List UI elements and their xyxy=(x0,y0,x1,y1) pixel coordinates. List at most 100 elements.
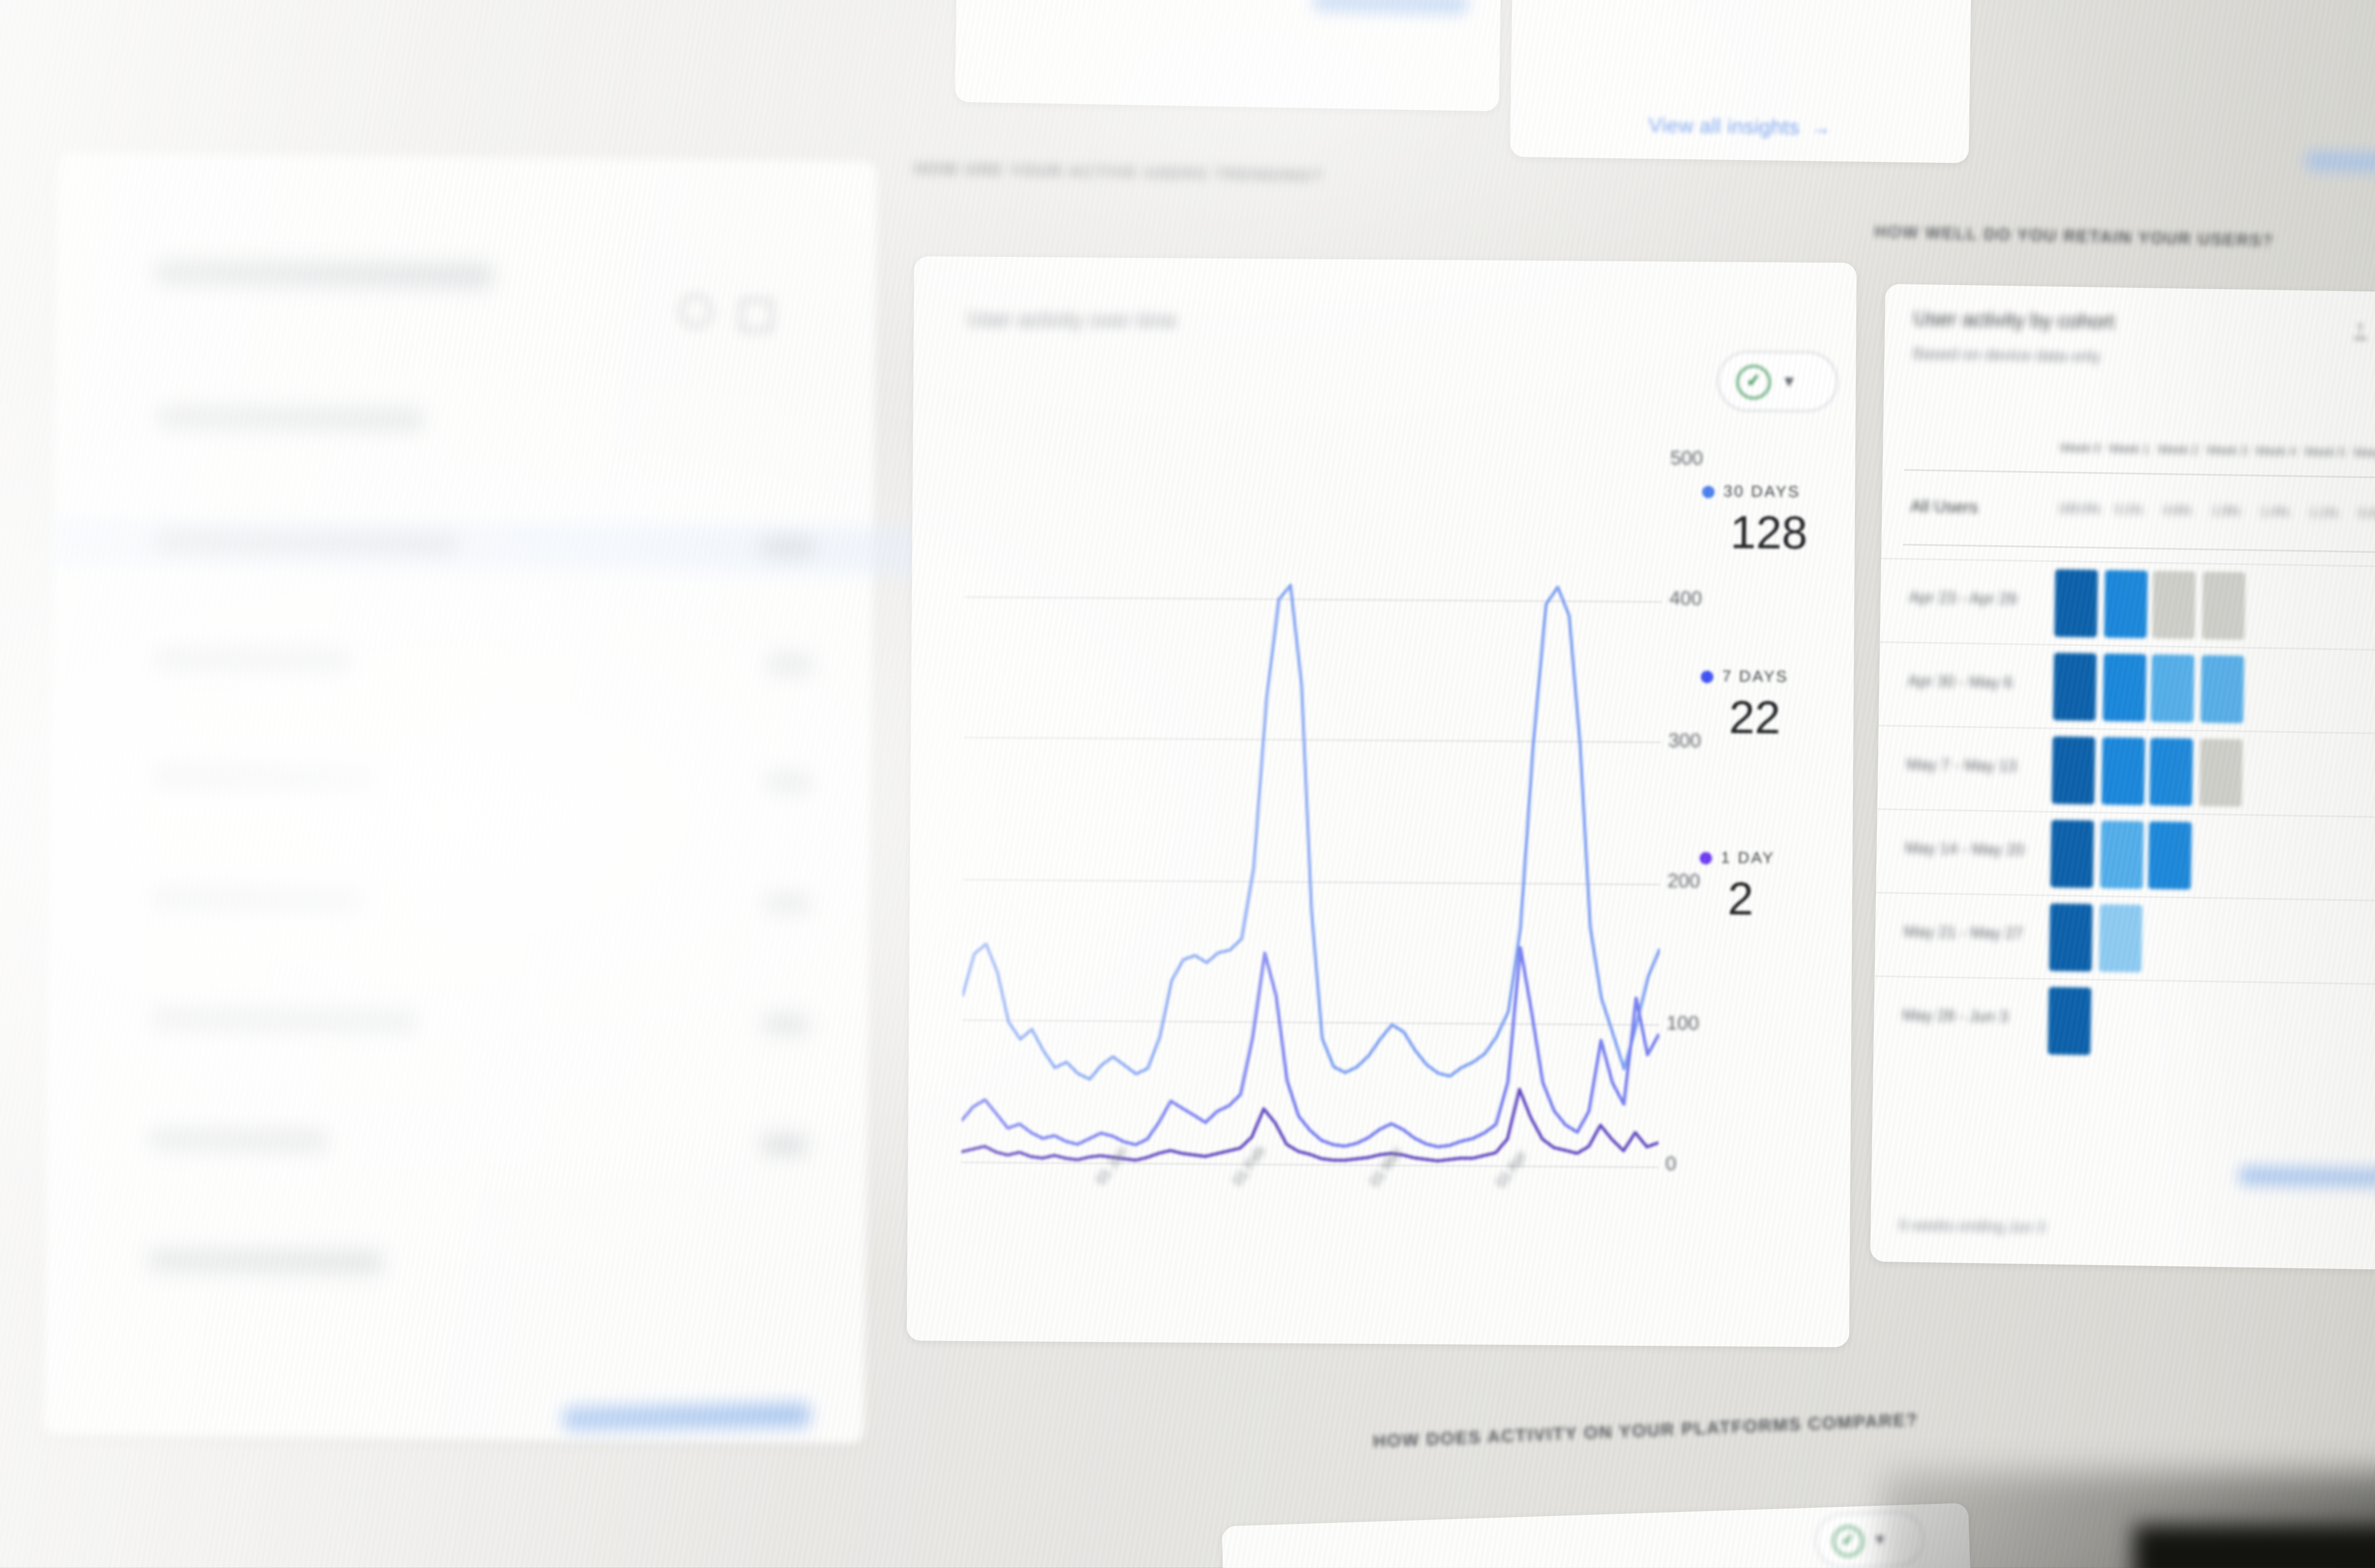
cohort-row: May 28 - Jun 3 xyxy=(1873,975,2375,1067)
check-circle-icon: ✓ xyxy=(1736,364,1771,398)
blurred-row xyxy=(152,886,362,911)
y-axis-tick: 400 xyxy=(1669,588,1702,611)
blurred-panel-title xyxy=(154,260,493,289)
cohort-retention-link[interactable] xyxy=(2237,1166,2375,1188)
cohort-row: Apr 30 - May 6 xyxy=(1878,641,2375,733)
line-chart-plot xyxy=(961,456,1663,1168)
metric-value: 22 xyxy=(1729,690,1781,744)
series-line-7-days xyxy=(961,946,1661,1149)
all-users-value: 3.1% xyxy=(2114,504,2143,518)
blurred-value xyxy=(762,1013,809,1035)
blurred-row xyxy=(155,530,458,557)
cohort-cell-light xyxy=(2099,821,2143,889)
metric-1-day: 1 DAY 2 xyxy=(1699,849,1852,928)
all-users-value: 100.0% xyxy=(2058,503,2101,517)
cohort-cell-pale xyxy=(2098,904,2142,973)
cohort-rows: Apr 23 - Apr 29 Apr 30 - May 6 May 7 - May… xyxy=(1873,557,2375,1067)
section-heading-platforms: HOW DOES ACTIVITY ON YOUR PLATFORMS COMP… xyxy=(1372,1411,1919,1453)
y-axis-tick: 500 xyxy=(1670,448,1703,470)
arrow-right-icon: → xyxy=(1810,118,1832,140)
more-options-icon[interactable] xyxy=(739,298,774,332)
cohort-cell-dark xyxy=(2050,820,2094,888)
cohort-subtitle: Based on device data only xyxy=(1912,344,2101,366)
blurred-row xyxy=(153,765,376,791)
cohort-row-label: May 7 - May 13 xyxy=(1906,755,2017,775)
legend-dot-30days xyxy=(1702,485,1715,498)
blurred-row xyxy=(149,1127,327,1152)
cohort-row-label: May 21 - May 27 xyxy=(1903,922,2024,942)
user-activity-card: User activity over time ✓ ▼ 500 400 300 … xyxy=(906,256,1857,1348)
metric-value: 128 xyxy=(1730,505,1808,559)
cohort-cell-gray xyxy=(2198,738,2242,807)
metric-label: 1 DAY xyxy=(1720,848,1775,867)
share-icon[interactable]: ↑ xyxy=(2353,318,2367,340)
series-line-30-days xyxy=(961,584,1662,1081)
week-header: Week 1 xyxy=(2109,444,2150,457)
week-header: Week 4 xyxy=(2255,446,2297,460)
cohort-row: Apr 23 - Apr 29 xyxy=(1880,557,2375,650)
cohort-cell-dark xyxy=(2047,987,2091,1055)
keyboard-blur-dark xyxy=(2134,1525,2375,1568)
cohort-cell-medium xyxy=(2148,821,2192,890)
cohort-row-label: Apr 30 - May 6 xyxy=(1907,671,2013,691)
blurred-value xyxy=(764,771,811,793)
y-axis-tick: 100 xyxy=(1666,1013,1700,1035)
cohort-cell-medium xyxy=(2103,570,2147,638)
platforms-card-partial: ✓ ▼ xyxy=(1221,1502,1972,1568)
week-header: Week 0 xyxy=(2060,443,2101,456)
cohort-cell-dark xyxy=(2052,736,2096,805)
metric-value: 2 xyxy=(1727,871,1754,926)
cohort-row-label: May 28 - Jun 3 xyxy=(1902,1006,2009,1026)
section-heading-retain: HOW WELL DO YOU RETAIN YOUR USERS? xyxy=(1874,223,2274,252)
week-header: Week 2 xyxy=(2157,444,2199,458)
cohort-cell-medium xyxy=(2149,737,2194,806)
all-users-value: 0.4% xyxy=(2358,508,2375,521)
blurred-row xyxy=(150,1006,418,1033)
cohort-cell-light xyxy=(2150,654,2194,723)
cohort-row-label: Apr 23 - Apr 29 xyxy=(1909,588,2017,608)
metric-30-days: 30 DAYS 128 xyxy=(1701,482,1855,561)
blurred-section-link[interactable] xyxy=(2304,151,2375,175)
all-users-row: All Users 100.0% 3.1% 4.6% 1.9% 1.4% 1.1% 0.4% xyxy=(1881,483,2375,548)
all-users-value: 4.6% xyxy=(2163,505,2192,518)
all-users-label: All Users xyxy=(1910,497,1978,519)
legend-dot-1day xyxy=(1699,851,1712,864)
all-users-value: 1.9% xyxy=(2212,506,2241,519)
series-line-1-day xyxy=(961,1087,1659,1163)
chevron-down-icon[interactable]: ▼ xyxy=(1781,372,1797,391)
week-header: Week 6 xyxy=(2353,447,2375,461)
cohort-row-label: May 14 - May 20 xyxy=(1905,839,2024,859)
check-circle-icon: ✓ xyxy=(1832,1525,1864,1557)
week-header: Week 5 xyxy=(2304,447,2346,460)
top-card-partial xyxy=(954,0,1503,112)
week-header: Week 3 xyxy=(2206,445,2248,459)
left-panel-link[interactable] xyxy=(561,1402,811,1432)
view-all-insights-label: View all insights xyxy=(1648,116,1800,140)
section-heading-trending: HOW ARE YOUR ACTIVE USERS TRENDING? xyxy=(913,160,1324,187)
blurred-value xyxy=(766,653,813,676)
all-users-value: 1.1% xyxy=(2309,507,2338,520)
chart-title: User activity over time xyxy=(967,306,1178,333)
blurred-card-link[interactable] xyxy=(1312,0,1469,15)
cohort-footer: 6 weeks ending Jun 3 xyxy=(1899,1216,2046,1236)
insights-card-partial: View all insights → xyxy=(1510,0,1972,163)
blurred-value xyxy=(760,1133,808,1156)
cohort-row: May 7 - May 13 xyxy=(1877,725,2375,817)
cohort-cell-light xyxy=(2199,655,2243,724)
view-all-insights-link[interactable]: View all insights → xyxy=(1510,114,1969,142)
cohort-cell-medium xyxy=(2100,737,2145,805)
insight-status-button[interactable]: ✓ ▼ xyxy=(1717,350,1839,412)
blurred-row xyxy=(154,647,351,673)
cohort-cell-dark xyxy=(2049,903,2093,972)
metric-label: 30 DAYS xyxy=(1723,482,1801,501)
cohort-cell-dark xyxy=(2054,569,2098,638)
cohort-row: May 14 - May 20 xyxy=(1876,808,2375,900)
cohort-cell-gray xyxy=(2201,571,2245,640)
cohort-cell-medium xyxy=(2101,653,2146,722)
refresh-icon[interactable] xyxy=(679,293,713,328)
cohort-cell-dark xyxy=(2052,652,2097,721)
blurred-row xyxy=(148,1248,383,1274)
legend-dot-7days xyxy=(1700,670,1714,682)
divider xyxy=(1904,469,2375,479)
